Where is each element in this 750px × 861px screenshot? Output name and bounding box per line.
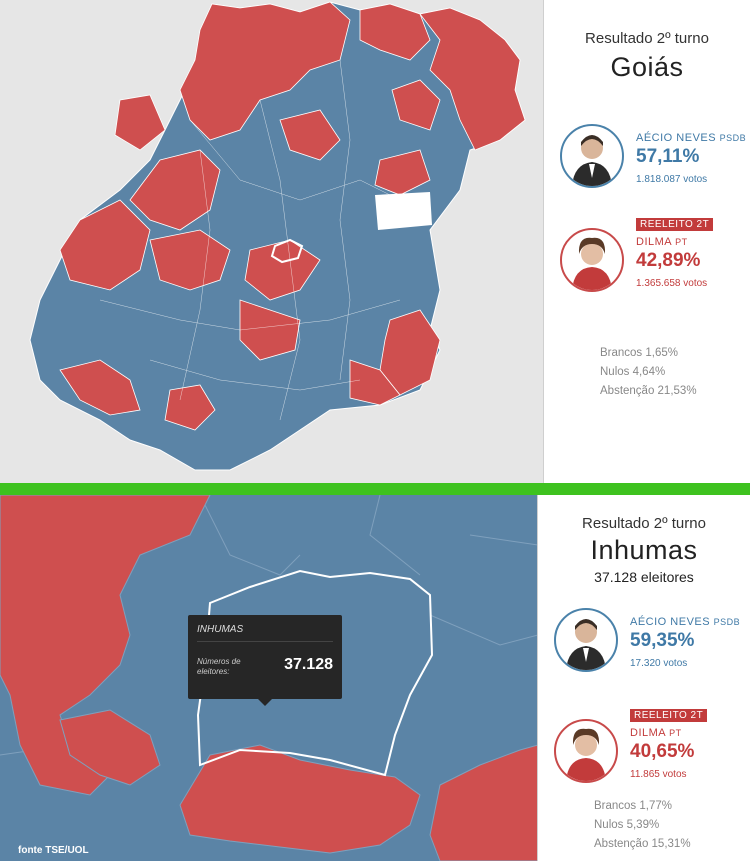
pt-municipalities xyxy=(0,495,538,861)
candidate-psdb[interactable]: AÉCIO NEVES PSDB 57,11% 1.818.087 votos xyxy=(560,124,750,194)
state-map[interactable] xyxy=(0,0,544,483)
pt-municipalities xyxy=(59,1,526,431)
region-name: Inhumas xyxy=(590,535,698,565)
selected-municipality[interactable] xyxy=(196,569,434,777)
candidate-photo xyxy=(554,608,618,672)
stat-null: Nulos 4,64% xyxy=(600,366,666,378)
panel-divider xyxy=(0,483,750,495)
tooltip-label: Números de eleitores: xyxy=(197,657,241,676)
candidate-votes: 1.365.658 votos xyxy=(636,278,708,289)
candidate-percent: 57,11% xyxy=(636,146,700,167)
municipal-borders xyxy=(99,59,421,421)
reelected-badge: REELEITO 2T xyxy=(636,218,714,231)
selected-municipality[interactable] xyxy=(270,238,304,264)
stat-abstention: Abstenção 15,31% xyxy=(594,838,691,850)
stat-blank: Brancos 1,77% xyxy=(594,800,672,812)
candidate-votes: 11.865 votos xyxy=(630,769,687,780)
source-credit: fonte TSE/UOL xyxy=(18,845,89,856)
result-title: Resultado 2º turno xyxy=(582,515,706,532)
candidate-psdb[interactable]: AÉCIO NEVES PSDB 59,35% 17.320 votos xyxy=(554,608,744,678)
candidate-percent: 40,65% xyxy=(630,741,695,762)
region-name: Goiás xyxy=(610,52,684,82)
stat-abstention: Abstenção 21,53% xyxy=(600,385,697,397)
stat-null: Nulos 5,39% xyxy=(594,819,660,831)
candidate-votes: 17.320 votos xyxy=(630,658,688,669)
candidate-photo xyxy=(554,719,618,783)
candidate-name: DILMA PT xyxy=(636,236,688,248)
electors-count: 37.128 eleitores xyxy=(594,569,694,585)
candidate-name: DILMA PT xyxy=(630,727,682,739)
reelected-badge: REELEITO 2T xyxy=(630,709,708,722)
tooltip-value: 37.128 xyxy=(284,656,333,673)
vote-stats: Brancos 1,77% Nulos 5,39% Abstenção 15,3… xyxy=(594,797,691,854)
candidate-pt[interactable]: REELEITO 2T DILMA PT 42,89% 1.365.658 vo… xyxy=(560,218,750,298)
candidate-percent: 42,89% xyxy=(636,250,701,271)
candidate-name: AÉCIO NEVES PSDB xyxy=(630,616,741,628)
city-results-panel: Resultado 2º turno Inhumas 37.128 eleito… xyxy=(537,495,750,861)
candidate-percent: 59,35% xyxy=(630,630,695,651)
state-results-panel: Resultado 2º turno Goiás AÉCIO NEVES PSD… xyxy=(543,0,750,483)
candidate-votes: 1.818.087 votos xyxy=(636,174,708,185)
tooltip-divider xyxy=(197,641,333,642)
state-panel: Resultado 2º turno Goiás AÉCIO NEVES PSD… xyxy=(0,0,750,483)
result-title: Resultado 2º turno xyxy=(585,30,709,47)
candidate-photo xyxy=(560,228,624,292)
candidate-photo xyxy=(560,124,624,188)
map-tooltip: INHUMAS Números de eleitores: 37.128 xyxy=(188,615,342,706)
tooltip-title: INHUMAS xyxy=(197,624,244,635)
city-panel: Resultado 2º turno Inhumas 37.128 eleito… xyxy=(0,495,750,861)
stat-blank: Brancos 1,65% xyxy=(600,347,678,359)
vote-stats: Brancos 1,65% Nulos 4,64% Abstenção 21,5… xyxy=(600,344,697,401)
candidate-pt[interactable]: REELEITO 2T DILMA PT 40,65% 11.865 votos xyxy=(554,709,744,789)
candidate-name: AÉCIO NEVES PSDB xyxy=(636,132,747,144)
federal-district xyxy=(375,192,432,230)
